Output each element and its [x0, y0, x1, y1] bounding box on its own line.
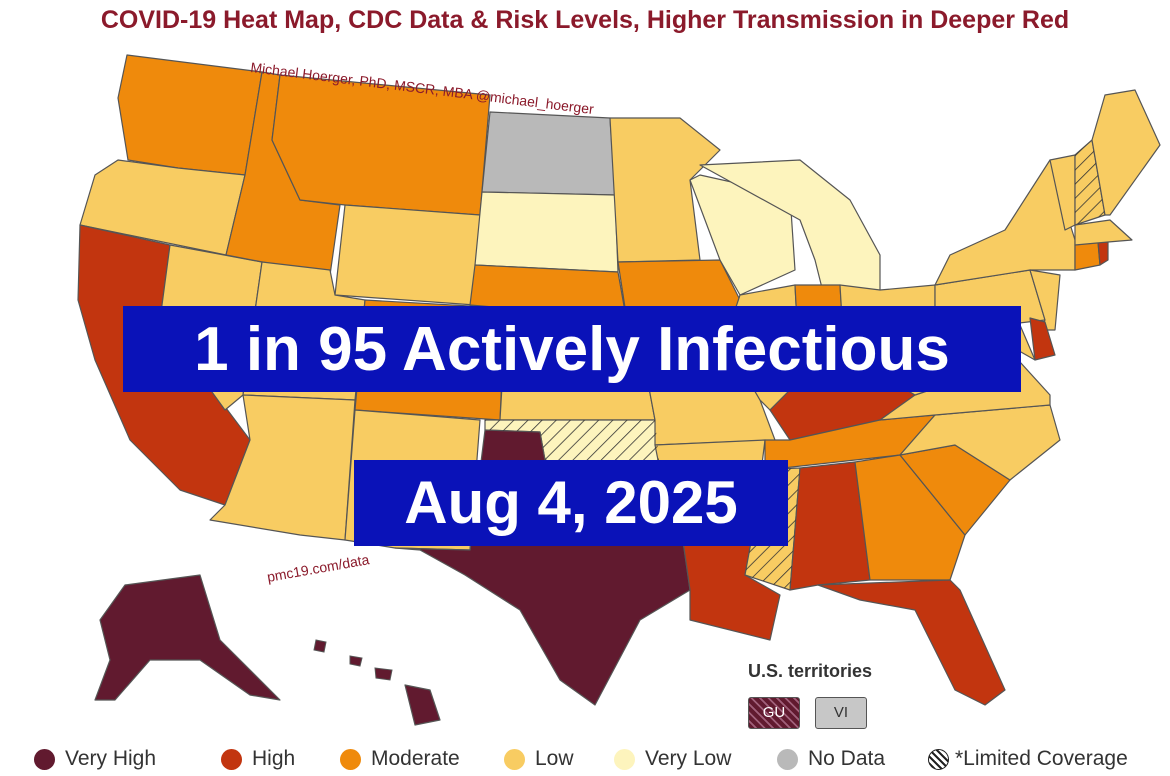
territory-gu[interactable]: GU — [748, 697, 800, 729]
territories-title: U.S. territories — [748, 661, 873, 681]
legend: Very High High Moderate Low Very Low No … — [34, 745, 1144, 775]
map-title: COVID-19 Heat Map, CDC Data & Risk Level… — [100, 6, 1070, 34]
state-ma[interactable] — [1074, 219, 1133, 246]
legend-limited-coverage: *Limited Coverage — [928, 747, 1128, 771]
legend-very-low: Very Low — [614, 747, 731, 771]
legend-moderate: Moderate — [340, 747, 460, 771]
legend-label: Very Low — [645, 747, 732, 770]
legend-high: High — [221, 747, 295, 771]
state-ct[interactable] — [1074, 241, 1101, 271]
state-me[interactable] — [1091, 89, 1161, 216]
state-wy[interactable] — [334, 204, 481, 306]
state-fl[interactable] — [817, 579, 1006, 706]
state-sd[interactable] — [474, 191, 619, 273]
hawaii-islet — [374, 667, 393, 681]
source-url: pmc19.com/data — [266, 551, 371, 585]
territory-vi[interactable]: VI — [815, 697, 867, 729]
hawaii-islet — [313, 639, 327, 653]
hawaii-islet — [349, 655, 363, 667]
limited-coverage-hatch — [1075, 140, 1105, 225]
legend-no-data: No Data — [777, 747, 885, 771]
date-banner: Aug 4, 2025 — [354, 460, 788, 546]
legend-label: Low — [535, 747, 574, 770]
state-hi[interactable] — [404, 684, 441, 726]
legend-swatch — [504, 748, 525, 770]
legend-swatch — [340, 748, 361, 770]
headline-banner: 1 in 95 Actively Infectious — [123, 306, 1021, 392]
state-al[interactable] — [789, 461, 871, 591]
legend-swatch — [34, 748, 55, 770]
legend-swatch — [777, 748, 798, 770]
legend-swatch — [614, 748, 635, 770]
state-ri[interactable] — [1097, 241, 1109, 266]
legend-swatch — [221, 748, 242, 770]
state-wa[interactable] — [117, 54, 263, 176]
legend-label: *Limited Coverage — [955, 747, 1128, 770]
state-de[interactable] — [1029, 317, 1056, 361]
legend-low: Low — [504, 747, 574, 771]
state-az[interactable] — [209, 394, 356, 541]
legend-label: Very High — [65, 747, 157, 770]
state-ak[interactable] — [94, 574, 281, 701]
hatch-icon — [928, 748, 949, 770]
legend-label: Moderate — [371, 747, 460, 770]
legend-label: No Data — [808, 747, 886, 770]
state-nd[interactable] — [481, 111, 616, 196]
legend-very-high: Very High — [34, 747, 156, 771]
legend-label: High — [252, 747, 296, 770]
state-ga[interactable] — [854, 454, 966, 581]
